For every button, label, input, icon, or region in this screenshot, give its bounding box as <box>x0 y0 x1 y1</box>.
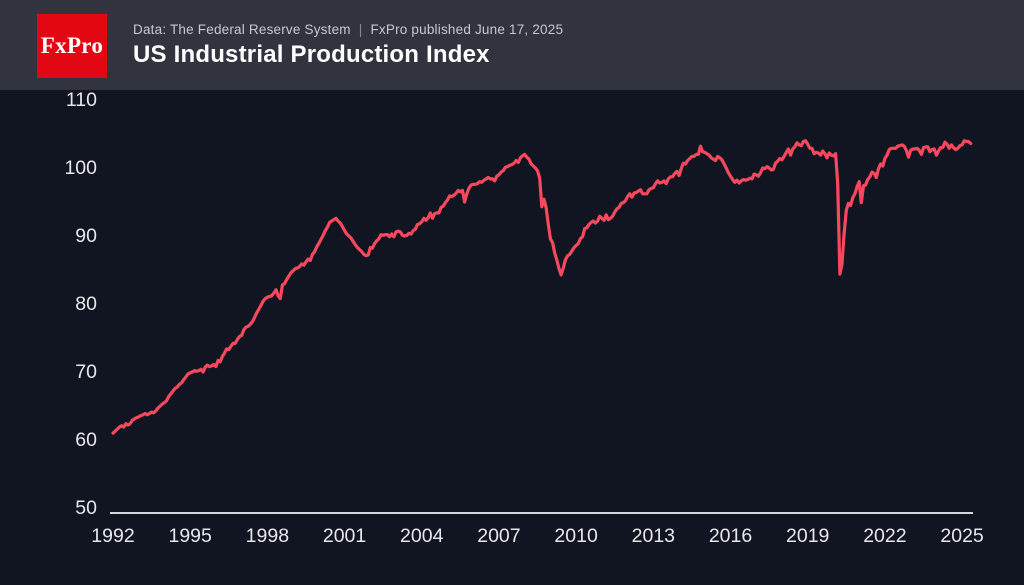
subtitle-divider: | <box>358 21 363 37</box>
x-tick-label: 2019 <box>786 525 830 547</box>
chart-subtitle: Data: The Federal Reserve System | FxPro p… <box>133 22 563 37</box>
chart-area: 110 100 90 80 70 60 50 1992 1995 1998 2001 2004 200… <box>0 89 1024 585</box>
y-tick-label: 100 <box>64 157 97 179</box>
y-tick-label: 70 <box>75 361 97 383</box>
header-titles: Data: The Federal Reserve System | FxPro p… <box>133 22 563 68</box>
x-tick-label: 2013 <box>631 525 676 547</box>
x-tick-label: 1992 <box>91 525 135 547</box>
published-date-text: FxPro published June 17, 2025 <box>370 21 564 37</box>
line-chart-svg <box>110 139 973 514</box>
x-tick-label: 2010 <box>554 525 598 547</box>
x-tick-label: 2025 <box>940 525 984 547</box>
x-tick-label: 2001 <box>322 525 367 547</box>
y-tick-label: 110 <box>65 89 97 111</box>
data-source-text: Data: The Federal Reserve System <box>133 21 351 37</box>
y-tick-label: 80 <box>75 293 97 315</box>
fxpro-logo-text: FxPro <box>40 33 104 58</box>
indpro-line-series <box>111 139 973 435</box>
page-title: US Industrial Production Index <box>133 40 490 68</box>
x-tick-label: 2004 <box>400 525 444 547</box>
x-tick-label: 2016 <box>708 525 753 547</box>
y-tick-label: 60 <box>75 429 97 451</box>
x-tick-label: 2007 <box>477 525 521 547</box>
header: FxPro Data: The Federal Reserve System | F… <box>0 0 1024 90</box>
x-tick-label: 2022 <box>863 525 907 547</box>
x-tick-label: 1998 <box>245 525 290 547</box>
y-tick-label: 50 <box>75 497 97 519</box>
x-tick-label: 1995 <box>168 525 212 547</box>
fxpro-logo: FxPro <box>37 14 107 78</box>
y-tick-label: 90 <box>75 225 97 247</box>
